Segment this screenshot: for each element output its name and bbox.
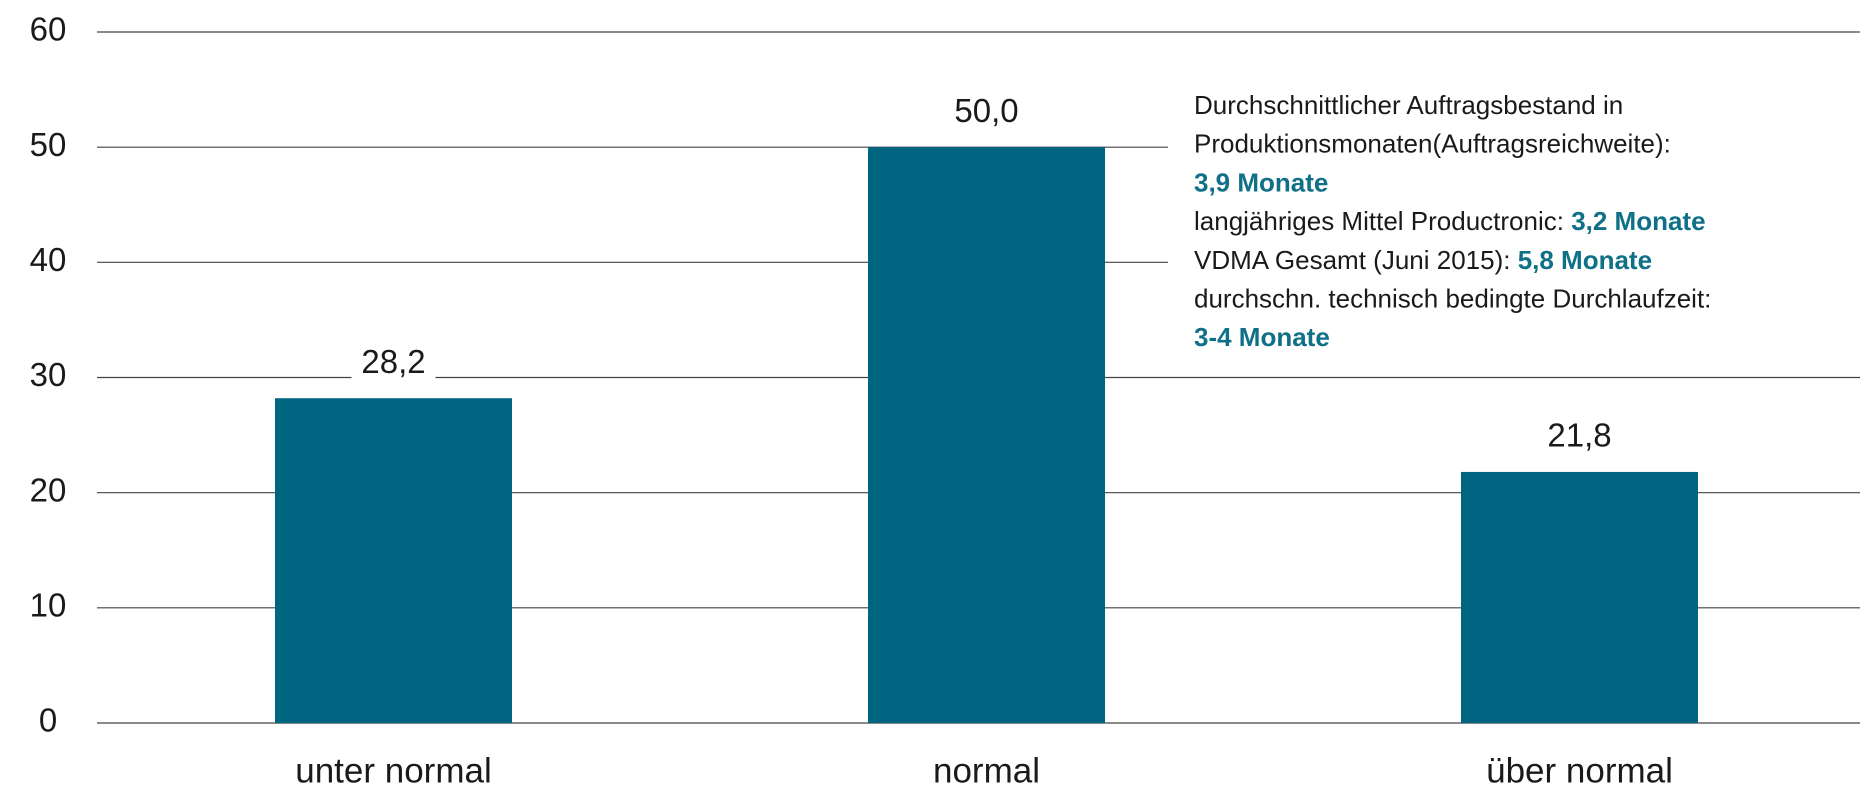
bar [275,398,512,723]
annotation-text: VDMA Gesamt (Juni 2015): [1194,245,1518,275]
annotation-highlight: 5,8 Monate [1518,245,1652,275]
annotation-highlight: 3,2 Monate [1571,206,1705,236]
y-tick-label: 60 [30,11,67,48]
y-tick-label: 0 [39,702,57,739]
x-tick-label: über normal [1486,751,1673,790]
annotation-text: langjähriges Mittel Productronic: [1194,206,1571,236]
bar [868,147,1105,723]
annotation-line: 3-4 Monate [1194,322,1330,352]
y-tick-label: 30 [30,356,67,393]
annotation-background [1168,88,1860,356]
value-label: 28,2 [361,343,425,380]
annotation-line: langjähriges Mittel Productronic: 3,2 Mo… [1194,206,1706,236]
annotation-line: Produktionsmonaten(Auftragsreichweite): [1194,129,1671,159]
y-tick-label: 40 [30,241,67,278]
annotation-line: VDMA Gesamt (Juni 2015): 5,8 Monate [1194,245,1652,275]
y-tick-label: 20 [30,471,67,508]
value-label-background [1537,417,1622,458]
annotation-line: 3,9 Monate [1194,167,1328,197]
annotation-line: durchschn. technisch bedingte Durchlaufz… [1194,283,1711,313]
value-label: 50,0 [954,92,1018,129]
annotation-text: durchschn. technisch bedingte Durchlaufz… [1194,283,1711,313]
annotation-highlight: 3-4 Monate [1194,322,1330,352]
annotation-line: Durchschnittlicher Auftragsbestand in [1194,90,1623,120]
y-tick-label: 10 [30,587,67,624]
bar [1461,471,1698,723]
value-label-background [351,344,436,385]
value-label-background [944,93,1029,134]
x-tick-label: normal [933,751,1040,790]
annotation-highlight: 3,9 Monate [1194,167,1328,197]
value-label: 21,8 [1547,417,1611,454]
annotation-text: Produktionsmonaten(Auftragsreichweite): [1194,129,1671,159]
y-tick-label: 50 [30,126,67,163]
annotation-text: Durchschnittlicher Auftragsbestand in [1194,90,1623,120]
x-tick-label: unter normal [295,751,491,790]
